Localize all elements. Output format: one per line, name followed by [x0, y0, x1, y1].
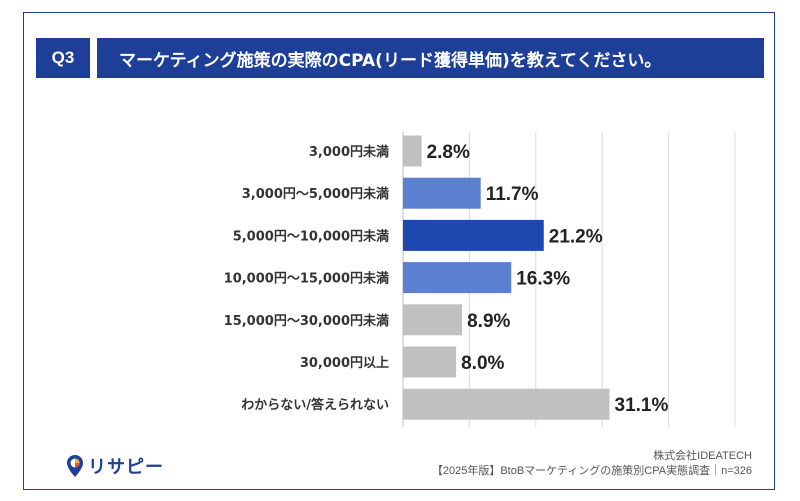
question-number-badge: Q3	[36, 38, 90, 78]
question-title: マーケティング施策の実際のCPA(リード獲得単価)を教えてください。	[97, 38, 764, 78]
source-survey: 【2025年版】BtoBマーケティングの施策別CPA実態調査｜n=326	[431, 465, 752, 477]
brand-logo: リサピー	[66, 453, 164, 479]
value-label: 8.0%	[461, 353, 504, 374]
category-label: わからない/答えられない	[241, 397, 389, 413]
value-label: 2.8%	[427, 142, 470, 163]
value-label: 8.9%	[467, 311, 510, 332]
label-layer: 3,000円未満 2.8% 3,000円～5,000円未満 11.7% 5,000円～1…	[224, 142, 669, 416]
logo-text: リサピー	[88, 457, 164, 478]
value-label: 16.3%	[516, 269, 570, 290]
logo-pin-icon	[67, 455, 83, 477]
chart-frame	[23, 12, 775, 490]
bar	[403, 388, 610, 420]
source-note: 株式会社IDEATECH 【2025年版】BtoBマーケティングの施策別CPA実…	[432, 449, 752, 479]
category-label: 3,000円未満	[309, 144, 389, 160]
bar	[403, 177, 481, 209]
source-company: 株式会社IDEATECH	[653, 450, 752, 462]
value-label: 21.2%	[549, 226, 603, 247]
category-label: 10,000円～15,000円未満	[224, 271, 389, 287]
value-label: 31.1%	[615, 395, 669, 416]
bar	[403, 262, 512, 294]
bar	[403, 219, 544, 251]
category-label: 3,000円～5,000円未満	[242, 186, 389, 202]
category-label: 30,000円以上	[300, 356, 389, 371]
category-label: 15,000円～30,000円未満	[224, 313, 389, 329]
bar	[403, 304, 463, 336]
category-label: 5,000円～10,000円未満	[233, 228, 389, 244]
value-label: 11.7%	[486, 184, 539, 205]
bar-layer	[403, 135, 610, 420]
bar	[403, 135, 422, 167]
bar	[403, 346, 457, 378]
